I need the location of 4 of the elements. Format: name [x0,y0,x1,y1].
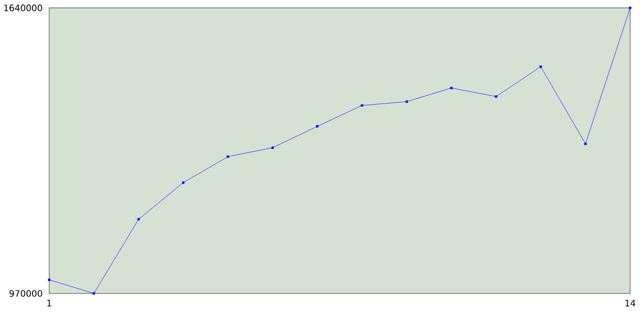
x-tick-label: 1 [47,300,52,306]
y-tick-label: 1640000 [4,4,42,12]
y-tick-label: 970000 [9,290,42,297]
x-tick-label: 14 [625,300,636,306]
